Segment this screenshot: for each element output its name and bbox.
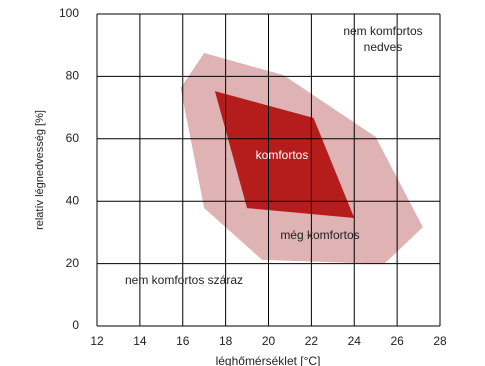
- x-tick-label: 28: [433, 334, 447, 348]
- x-tick-label: 16: [176, 334, 190, 348]
- y-tick-label: 80: [66, 69, 80, 83]
- x-tick-label: 24: [348, 334, 362, 348]
- annotation: nedves: [364, 40, 403, 54]
- y-tick-label: 0: [72, 318, 79, 332]
- annotation: nem komfortos száraz: [125, 273, 243, 287]
- y-tick-label: 40: [66, 193, 80, 207]
- y-tick-label: 100: [59, 6, 79, 20]
- x-tick-label: 18: [219, 334, 233, 348]
- zone: [214, 91, 355, 219]
- x-tick-label: 14: [133, 334, 147, 348]
- zone-label: komfortos: [256, 148, 309, 162]
- x-tick-label: 26: [390, 334, 404, 348]
- x-axis-label: léghőmérséklet [°C]: [216, 354, 321, 366]
- y-tick-label: 60: [66, 131, 80, 145]
- x-tick-label: 22: [305, 334, 319, 348]
- y-axis-label: relatív légnedvesség [%]: [34, 110, 46, 230]
- y-tick-label: 20: [66, 256, 80, 270]
- x-tick-label: 20: [262, 334, 276, 348]
- zone-label: még komfortos: [280, 228, 359, 242]
- annotation: nem komfortos: [343, 24, 422, 38]
- x-tick-label: 12: [90, 334, 104, 348]
